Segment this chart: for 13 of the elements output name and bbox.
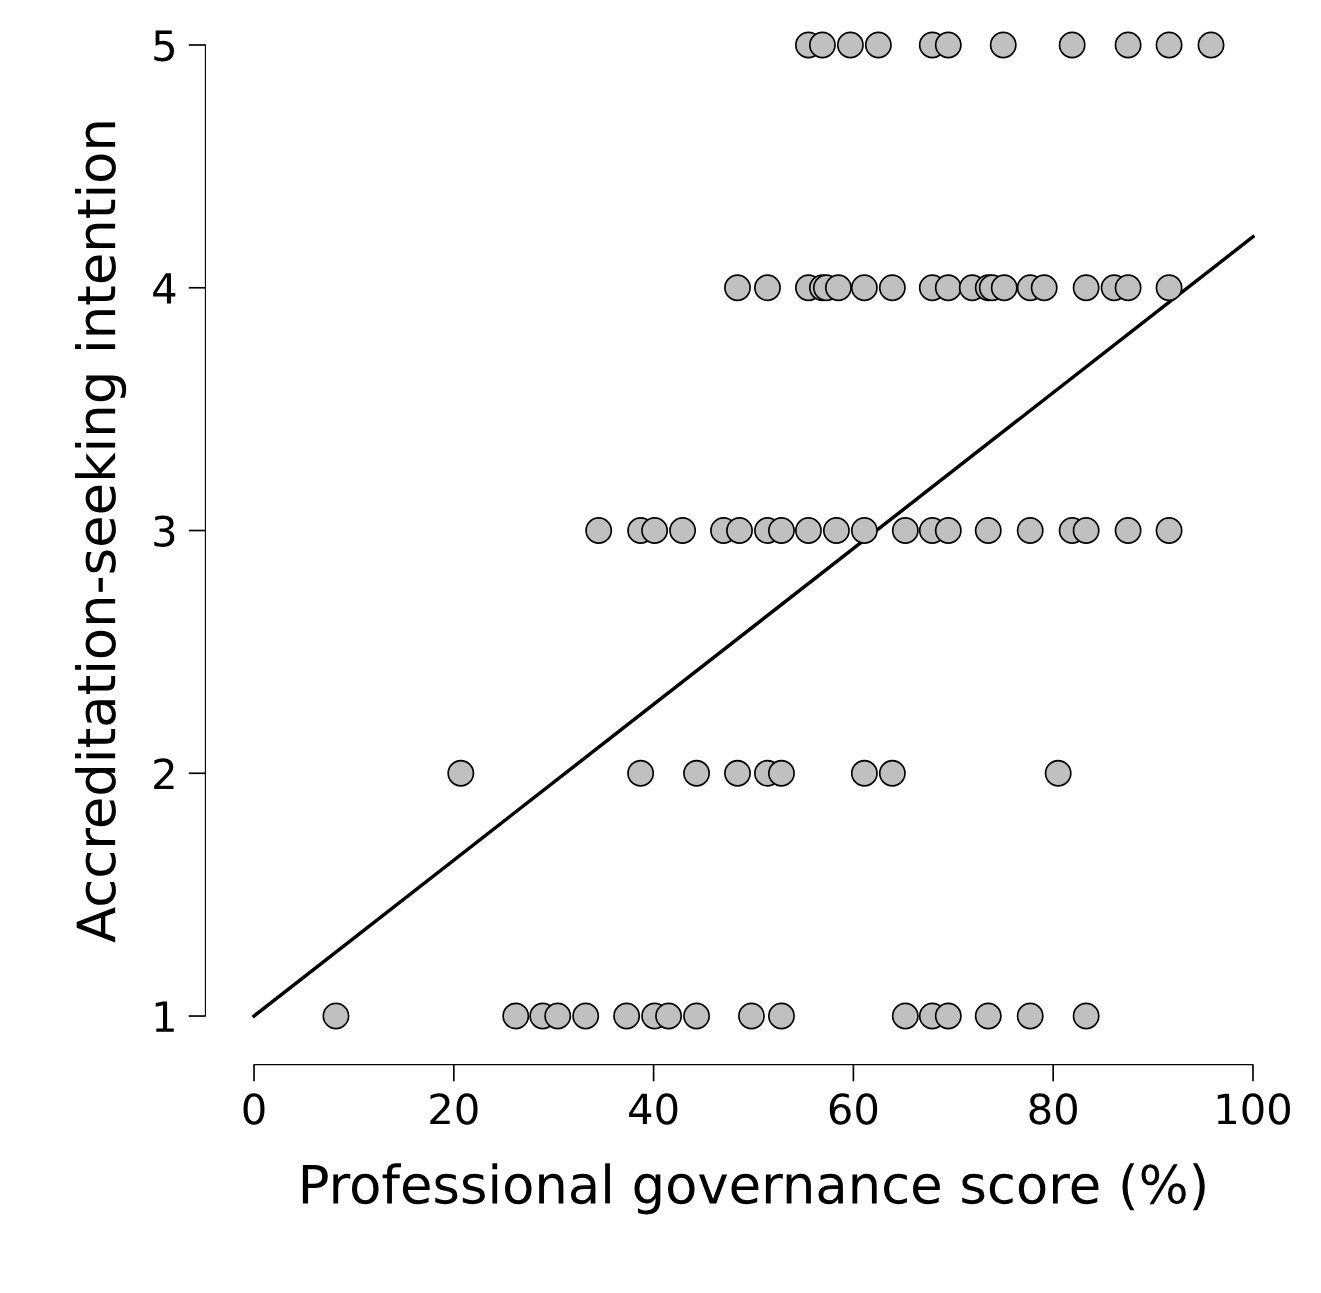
x-tick-label: 80 <box>1029 1093 1077 1125</box>
x-tick-label: 0 <box>243 1093 265 1125</box>
x-tick-label: 40 <box>629 1093 678 1125</box>
y-axis-title: Accreditation-seeking intention <box>75 122 127 943</box>
y-tick-label: 3 <box>154 515 175 547</box>
x-tick-label: 20 <box>430 1093 478 1125</box>
y-tick-label: 4 <box>153 273 176 304</box>
x-axis-title: Professional governance score (%) <box>302 1163 1205 1215</box>
y-tick-label: 1 <box>155 1001 174 1032</box>
y-tick-label: 2 <box>154 758 174 790</box>
x-tick-label: 60 <box>829 1093 878 1125</box>
x-tick-label: 100 <box>1217 1093 1290 1125</box>
y-tick-label: 5 <box>154 30 174 62</box>
